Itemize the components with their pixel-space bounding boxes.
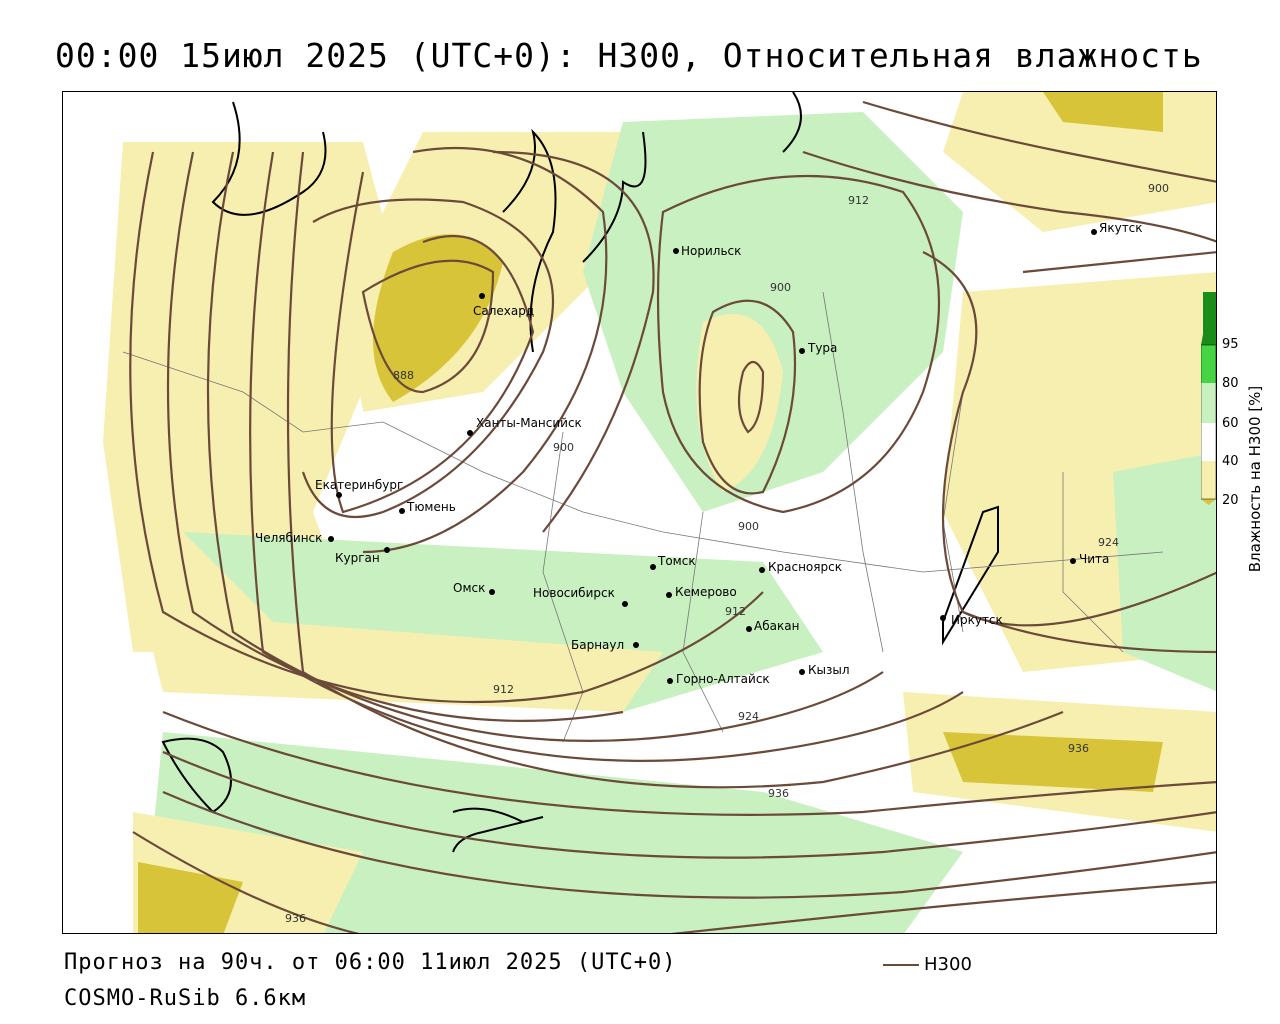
- city-ekaterinburg: Екатеринбург: [315, 478, 403, 498]
- city-salekhard: Салехард: [473, 293, 534, 318]
- city-tomsk: Томск: [650, 554, 696, 570]
- model-name: COSMO-RuSib 6.6км: [64, 986, 307, 1011]
- svg-text:Абакан: Абакан: [754, 619, 799, 633]
- contour-labels: 912 900 900 888 900 900 912 912 924 924 …: [285, 182, 1169, 925]
- city-norilsk: Норильск: [673, 244, 741, 258]
- svg-text:Барнаул: Барнаул: [571, 638, 624, 652]
- colorbar-tick: 40: [1222, 454, 1239, 469]
- city-tura: Тура: [799, 341, 837, 355]
- city-omsk: Омск: [453, 581, 495, 595]
- very-dry-area-southeast: [943, 732, 1163, 792]
- colorbar-20-40: [1201, 461, 1216, 499]
- svg-text:Курган: Курган: [335, 551, 380, 565]
- moist-area-siberia: [183, 532, 823, 712]
- svg-text:Томск: Томск: [657, 554, 696, 568]
- city-gorno-altaysk: Горно-Алтайск: [667, 672, 770, 686]
- contour-label: 936: [285, 912, 306, 925]
- svg-text:Якутск: Якутск: [1099, 221, 1143, 235]
- colorbar-60-80: [1201, 383, 1216, 423]
- svg-text:Кемерово: Кемерово: [675, 585, 737, 599]
- contour-label: 900: [553, 441, 574, 454]
- city-khanty-mansiysk: Ханты-Мансийск: [467, 416, 582, 436]
- contour-label: 936: [1068, 742, 1089, 755]
- colorbar-top-arrow: [1201, 305, 1216, 345]
- contour-label: 912: [848, 194, 869, 207]
- city-kurgan: Курган: [335, 547, 390, 565]
- humidity-field: [63, 92, 1216, 933]
- city-yakutsk: Якутск: [1091, 221, 1143, 235]
- colorbar-40-60: [1201, 423, 1216, 461]
- h300-contours: [129, 100, 1216, 933]
- humidity-colorbar: [1201, 305, 1216, 505]
- svg-text:Омск: Омск: [453, 581, 485, 595]
- colorbar-tick: 95: [1222, 337, 1239, 352]
- city-markers: Норильск Якутск Салехард Тура Ханты-Манс…: [255, 221, 1143, 686]
- forecast-map: 912 900 900 888 900 900 912 912 924 924 …: [62, 91, 1217, 934]
- colorbar-tick: 80: [1222, 376, 1239, 391]
- contour-label: 900: [770, 281, 791, 294]
- svg-text:Норильск: Норильск: [681, 244, 741, 258]
- city-tyumen: Тюмень: [399, 500, 456, 514]
- svg-text:Челябинск: Челябинск: [255, 531, 322, 545]
- h300-legend-label: H300: [924, 954, 972, 975]
- very-dry-area-northeast: [1043, 92, 1163, 132]
- svg-text:Чита: Чита: [1079, 552, 1109, 566]
- contour-label: 936: [768, 787, 789, 800]
- city-krasnoyarsk: Красноярск: [759, 560, 842, 574]
- svg-text:Красноярск: Красноярск: [768, 560, 842, 574]
- contour-label: 900: [738, 520, 759, 533]
- city-chita: Чита: [1070, 552, 1109, 566]
- moist-area-center: [583, 112, 963, 512]
- svg-text:Иркутск: Иркутск: [951, 613, 1003, 627]
- contour-label: 924: [1098, 536, 1119, 549]
- city-novosibirsk: Новосибирск: [533, 586, 628, 607]
- svg-text:Новосибирск: Новосибирск: [533, 586, 615, 600]
- city-kemerovo: Кемерово: [666, 585, 737, 599]
- colorbar-tick: 60: [1222, 416, 1239, 431]
- colorbar-80-95: [1201, 345, 1216, 383]
- svg-text:Тура: Тура: [807, 341, 837, 355]
- svg-text:Кызыл: Кызыл: [808, 663, 850, 677]
- city-barnaul: Барнаул: [571, 638, 639, 652]
- svg-text:Горно-Алтайск: Горно-Алтайск: [676, 672, 770, 686]
- moist-area-east: [1113, 452, 1216, 692]
- contour-label: 900: [1148, 182, 1169, 195]
- contour-label: 912: [493, 683, 514, 696]
- contour-label: 888: [393, 369, 414, 382]
- map-title: 00:00 15июл 2025 (UTC+0): H300, Относите…: [55, 36, 1203, 75]
- colorbar-bottom-arrow: [1201, 499, 1216, 505]
- colorbar-tick: 20: [1222, 493, 1239, 508]
- svg-text:Екатеринбург: Екатеринбург: [315, 478, 403, 492]
- dry-band-south: [143, 612, 663, 712]
- city-irkutsk: Иркутск: [940, 613, 1003, 627]
- colorbar-title: Влажность на H300 [%]: [1246, 385, 1264, 573]
- city-chelyabinsk: Челябинск: [255, 531, 334, 545]
- very-dry-area-salekhard: [373, 234, 503, 402]
- svg-text:Салехард: Салехард: [473, 304, 534, 318]
- contour-label: 924: [738, 710, 759, 723]
- forecast-info: Прогноз на 90ч. от 06:00 11июл 2025 (UTC…: [64, 950, 677, 975]
- svg-text:Ханты-Мансийск: Ханты-Мансийск: [476, 416, 582, 430]
- h300-legend-line: [883, 964, 919, 966]
- svg-text:Тюмень: Тюмень: [406, 500, 456, 514]
- city-kyzyl: Кызыл: [799, 663, 850, 677]
- city-abakan: Абакан: [746, 619, 799, 633]
- map-canvas: 912 900 900 888 900 900 912 912 924 924 …: [63, 92, 1216, 933]
- contour-label: 912: [725, 605, 746, 618]
- coastlines: [161, 92, 999, 853]
